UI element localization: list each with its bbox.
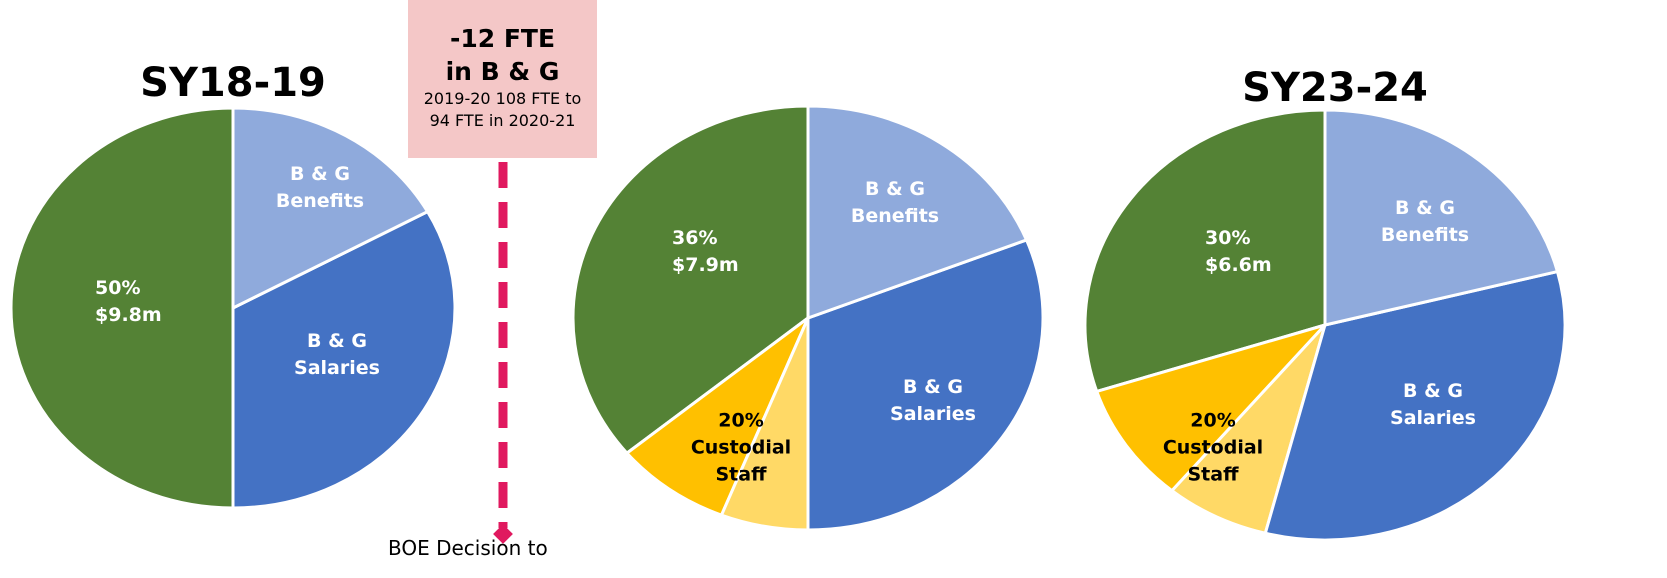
pie-slice bbox=[1323, 108, 1560, 327]
slice-label: B & G Salaries bbox=[1390, 380, 1476, 429]
pie-slice bbox=[231, 106, 430, 311]
value-label: 30% $6.6m bbox=[1205, 227, 1272, 276]
callout-text: 2019-20 108 FTE to 94 FTE in 2020-21 bbox=[423, 89, 582, 130]
callout-title: -12 FTE in B & G bbox=[445, 24, 560, 86]
pie-slice bbox=[1094, 322, 1330, 493]
pie-slice bbox=[231, 209, 457, 510]
pie-slice bbox=[624, 313, 812, 517]
chart-title: SY18-19 bbox=[140, 60, 326, 106]
pie-slice bbox=[1263, 269, 1567, 542]
pie-slice bbox=[1169, 323, 1327, 536]
value-label: 36% $7.9m bbox=[672, 227, 739, 276]
timeline-marker bbox=[493, 524, 513, 544]
annotation: 20% Custodial Staff bbox=[1162, 409, 1264, 486]
pie-slice bbox=[1083, 108, 1327, 394]
slice-label: B & G Salaries bbox=[294, 330, 380, 379]
chart-title: SY23-24 bbox=[1242, 65, 1428, 111]
pie-slice bbox=[571, 104, 810, 456]
slice-label: B & G Benefits bbox=[1380, 197, 1470, 246]
slice-label: B & G Benefits bbox=[275, 163, 365, 212]
pie-slice bbox=[806, 238, 1045, 532]
value-label: 50% $9.8m bbox=[95, 277, 162, 326]
pie-slice bbox=[9, 106, 235, 510]
slice-label: B & G Salaries bbox=[890, 376, 976, 425]
callout: -12 FTE in B & G 2019-20 108 FTE to 94 F… bbox=[408, 0, 597, 158]
annotation: 20% Custodial Staff bbox=[690, 409, 792, 486]
slice-label: B & G Benefits bbox=[850, 178, 940, 227]
timeline-label: BOE Decision to bbox=[388, 536, 548, 560]
pie-slice bbox=[806, 104, 1029, 321]
